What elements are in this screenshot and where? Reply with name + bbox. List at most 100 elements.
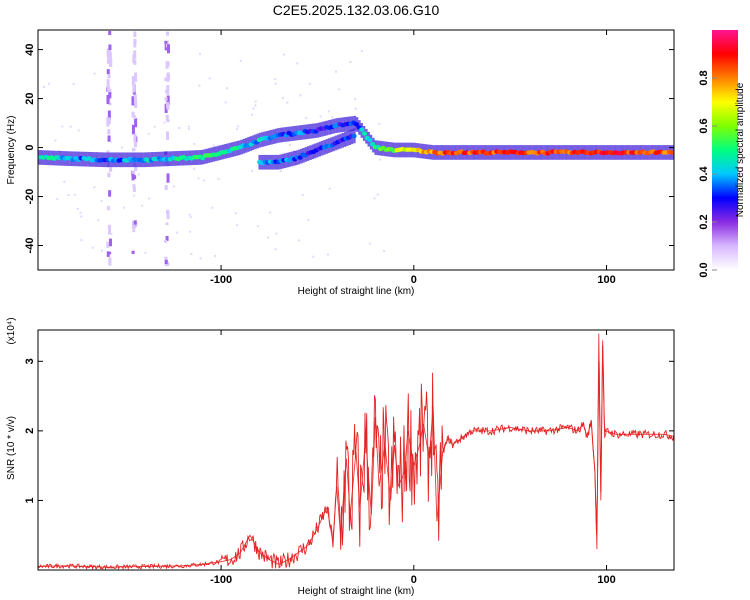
heatmap-y-tick-label: -20 <box>24 189 36 205</box>
heatmap-speckle <box>42 86 45 89</box>
heatmap-streak-cell <box>165 236 169 241</box>
heatmap-speckle <box>63 180 66 183</box>
heatmap-speckle <box>110 233 113 236</box>
heatmap-streak-cell <box>134 118 138 128</box>
heatmap-speckle <box>274 248 277 251</box>
heatmap-streak-cell <box>134 164 138 172</box>
heatmap-streak-cell <box>164 184 168 191</box>
heatmap-streak-cell <box>131 124 135 135</box>
heatmap-streak-cell <box>166 31 170 36</box>
heatmap-streak-cell <box>132 170 136 174</box>
snr-axes: -100 0 100 1 2 3 <box>24 330 674 586</box>
heatmap-speckle <box>120 146 123 149</box>
heatmap-speckle <box>383 249 386 252</box>
heatmap-speckle <box>193 142 196 145</box>
heatmap-streak-cell <box>164 77 168 82</box>
snr-frame <box>37 329 675 571</box>
heatmap-frame <box>37 29 675 271</box>
heatmap-speckle <box>267 236 270 239</box>
heatmap-speckle <box>286 101 289 104</box>
heatmap-streak-cell <box>108 30 112 36</box>
heatmap-speckle <box>109 140 112 143</box>
heatmap-speckle <box>178 126 181 129</box>
heatmap-speckle <box>76 207 79 210</box>
heatmap-speckle <box>274 82 277 85</box>
heatmap-band-cell <box>369 134 373 150</box>
heatmap-speckle <box>252 107 255 110</box>
snr-x-tick-label: 100 <box>597 574 615 586</box>
heatmap-streak-cell <box>165 40 169 48</box>
heatmap-speckle <box>69 125 72 128</box>
heatmap-speckle <box>349 60 352 63</box>
heatmap-streak-cell <box>133 31 137 38</box>
heatmap-streak-cell <box>107 269 111 270</box>
heatmap-streak-cell <box>106 69 110 75</box>
heatmap-streak-cell <box>106 241 110 248</box>
heatmap-speckle <box>236 125 239 128</box>
heatmap-speckle <box>331 116 334 119</box>
heatmap-cell <box>351 133 357 139</box>
heatmap-cell <box>367 137 373 143</box>
heatmap-speckle <box>296 62 299 65</box>
snr-y-tick-label: 1 <box>24 497 36 503</box>
heatmap-speckle <box>187 128 190 131</box>
heatmap-speckle <box>122 206 125 209</box>
heatmap-streak-cell <box>132 229 136 233</box>
heatmap-streak-cell <box>131 250 135 255</box>
heatmap-speckle <box>379 158 382 161</box>
heatmap-speckle <box>91 246 94 249</box>
heatmap-speckle <box>208 77 211 80</box>
heatmap-speckle <box>239 59 242 62</box>
heatmap-speckle <box>54 139 57 142</box>
heatmap-speckle <box>214 255 217 258</box>
heatmap-speckle <box>328 187 331 190</box>
heatmap-speckle <box>279 170 282 173</box>
heatmap-speckle <box>224 101 227 104</box>
heatmap-streak-cell <box>164 259 168 265</box>
heatmap-speckle <box>236 128 239 131</box>
heatmap-streak-cell <box>165 114 169 121</box>
heatmap-speckle <box>251 113 254 116</box>
heatmap-streak-cell <box>166 210 170 220</box>
heatmap-speckle <box>163 121 166 124</box>
heatmap-speckle <box>198 84 201 87</box>
heatmap-speckle <box>251 169 254 172</box>
heatmap-speckle <box>199 257 202 260</box>
heatmap-speckle <box>305 117 308 120</box>
heatmap-speckle <box>257 225 260 228</box>
colorbar-label: Normalized spectral amplitude <box>735 82 746 217</box>
heatmap-speckle <box>198 52 201 55</box>
heatmap-speckle <box>378 122 381 125</box>
heatmap-speckle <box>137 173 140 176</box>
heatmap-y-axis-label: Frequency (Hz) <box>6 116 17 185</box>
heatmap-speckle <box>133 148 136 151</box>
heatmap-speckle <box>73 193 76 196</box>
snr-x-tick-label: -100 <box>210 574 232 586</box>
heatmap-speckle <box>192 167 195 170</box>
colorbar-tick-label: 0.2 <box>698 214 710 229</box>
heatmap-speckle <box>147 132 150 135</box>
heatmap-plot <box>38 30 674 270</box>
snr-y-tick-label: 2 <box>24 428 36 434</box>
heatmap-speckle <box>93 72 96 75</box>
heatmap-speckle <box>80 215 83 218</box>
heatmap-speckle <box>254 100 257 103</box>
heatmap-cell <box>361 131 368 136</box>
heatmap-speckle <box>56 198 59 201</box>
heatmap-speckle <box>236 224 239 227</box>
heatmap-streak-cell <box>107 129 111 135</box>
heatmap-speckle <box>100 199 103 202</box>
heatmap-speckle <box>283 53 286 56</box>
heatmap-speckle <box>297 239 300 242</box>
heatmap-speckle <box>189 230 192 233</box>
heatmap-speckle <box>67 194 70 197</box>
heatmap-streak-cell <box>107 110 111 120</box>
heatmap-x-tick-label: 100 <box>597 274 615 286</box>
heatmap-speckle <box>61 125 64 128</box>
heatmap-speckle <box>338 88 341 91</box>
heatmap-speckle <box>106 207 109 210</box>
heatmap-streak-cell <box>108 238 112 247</box>
heatmap-speckle <box>203 179 206 182</box>
